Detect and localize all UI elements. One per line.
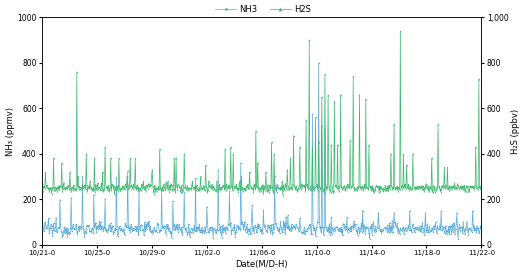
NH3 bbox=[147, 229, 153, 233]
H2S bbox=[381, 188, 388, 191]
NH3 bbox=[163, 232, 169, 235]
H2S bbox=[478, 186, 484, 189]
Line: H2S: H2S bbox=[42, 30, 482, 196]
H2S bbox=[163, 181, 169, 184]
NH3 bbox=[39, 228, 45, 231]
H2S bbox=[280, 193, 286, 197]
H2S bbox=[178, 190, 184, 193]
H2S bbox=[147, 183, 153, 186]
NH3 bbox=[436, 227, 442, 231]
NH3 bbox=[316, 61, 322, 64]
NH3 bbox=[367, 237, 373, 241]
NH3 bbox=[478, 230, 484, 233]
H2S bbox=[397, 29, 403, 33]
Y-axis label: H₂S (ppbv): H₂S (ppbv) bbox=[511, 108, 520, 153]
H2S bbox=[328, 143, 335, 146]
Y-axis label: NH₃ (ppmv): NH₃ (ppmv) bbox=[6, 106, 15, 156]
Line: NH3: NH3 bbox=[42, 62, 482, 240]
NH3 bbox=[382, 226, 388, 229]
H2S bbox=[436, 185, 442, 189]
NH3 bbox=[178, 226, 184, 229]
H2S bbox=[39, 186, 45, 190]
X-axis label: Date(M/D-H): Date(M/D-H) bbox=[236, 260, 288, 270]
NH3 bbox=[328, 216, 335, 219]
Legend: NH3, H2S: NH3, H2S bbox=[212, 1, 314, 17]
